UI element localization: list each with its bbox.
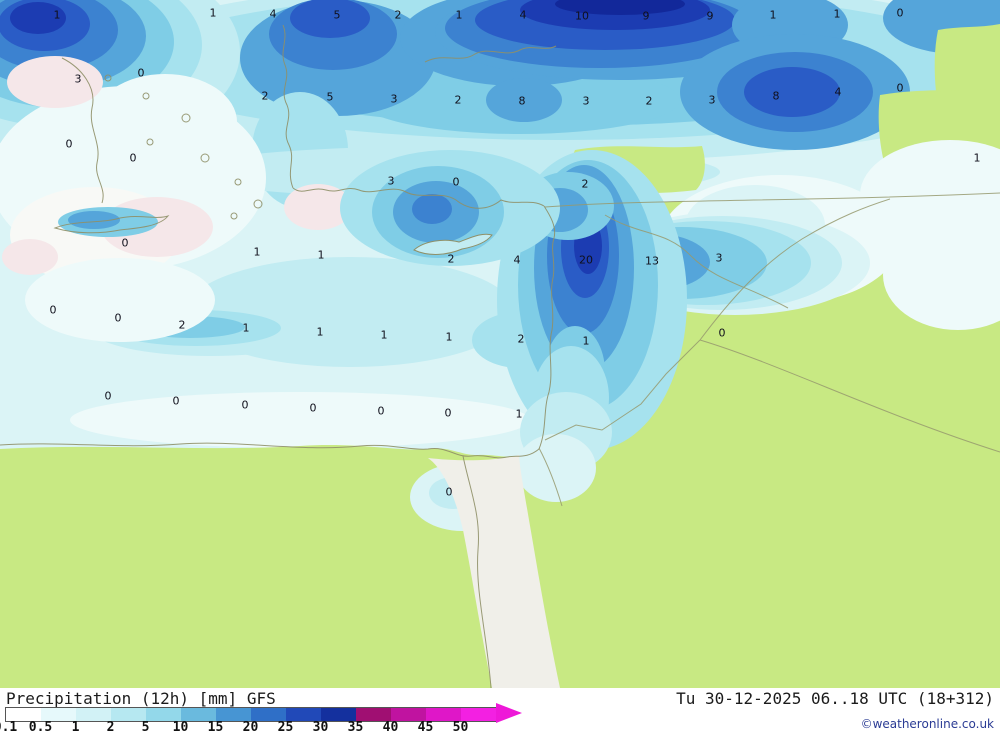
colorbar-segment — [181, 708, 216, 721]
colorbar-tick-label: 5 — [141, 720, 150, 733]
colorbar-segment — [461, 708, 496, 721]
sinai-redsea — [428, 455, 560, 688]
colorbar-segment — [216, 708, 251, 721]
colorbar-segment — [146, 708, 181, 721]
colorbar-tick-label: 50 — [452, 720, 469, 733]
colorbar-segment — [391, 708, 426, 721]
colorbar-segment — [426, 708, 461, 721]
colorbar-segment — [356, 708, 391, 721]
precip-mid-sea — [25, 257, 568, 448]
map-title: Precipitation (12h) [mm] GFS — [6, 689, 276, 708]
map-area: 1 1 4 5 2 1 4 10 9 9 1 1 0 3 0 2 5 3 2 8 3 2 3 8 4 0 0 0 1 3 0 2 0 1 1 2 4 20… — [0, 0, 1000, 688]
colorbar-arrow-icon — [496, 703, 522, 723]
colorbar-segment — [76, 708, 111, 721]
country-borders — [538, 192, 1000, 507]
cyprus — [413, 233, 493, 255]
legend-bar: Precipitation (12h) [mm] GFS Tu 30-12-20… — [0, 688, 1000, 733]
map-timestamp: Tu 30-12-2025 06..18 UTC (18+312) — [676, 689, 994, 708]
copyright: ©weatheronline.co.uk — [860, 717, 994, 731]
colorbar-segment — [6, 708, 41, 721]
precip-overland — [340, 140, 1000, 531]
colorbar-tick-label: 10 — [172, 720, 189, 733]
colorbar-tick-label: 2 — [106, 720, 115, 733]
coastlines — [0, 24, 557, 688]
colorbar-tick-label: 30 — [312, 720, 329, 733]
colorbar-tick-label: 35 — [347, 720, 364, 733]
colorbar-tick-label: 20 — [242, 720, 259, 733]
colorbar-segment — [41, 708, 76, 721]
colorbar-segment — [286, 708, 321, 721]
colorbar-tick-label: 15 — [207, 720, 224, 733]
colorbar-tick-label: 0.5 — [28, 720, 53, 733]
colorbar-tick-label: 0.1 — [0, 720, 18, 733]
colorbar-tick-label: 40 — [382, 720, 399, 733]
colorbar-tick-label: 25 — [277, 720, 294, 733]
precipitation-map — [0, 0, 1000, 688]
precipitation-colorbar — [5, 707, 497, 722]
colorbar-tick-label: 1 — [71, 720, 80, 733]
colorbar-segment — [251, 708, 286, 721]
precip-aegean-pale — [0, 56, 352, 283]
colorbar-segment — [111, 708, 146, 721]
colorbar-segment — [321, 708, 356, 721]
colorbar-tick-label: 45 — [417, 720, 434, 733]
